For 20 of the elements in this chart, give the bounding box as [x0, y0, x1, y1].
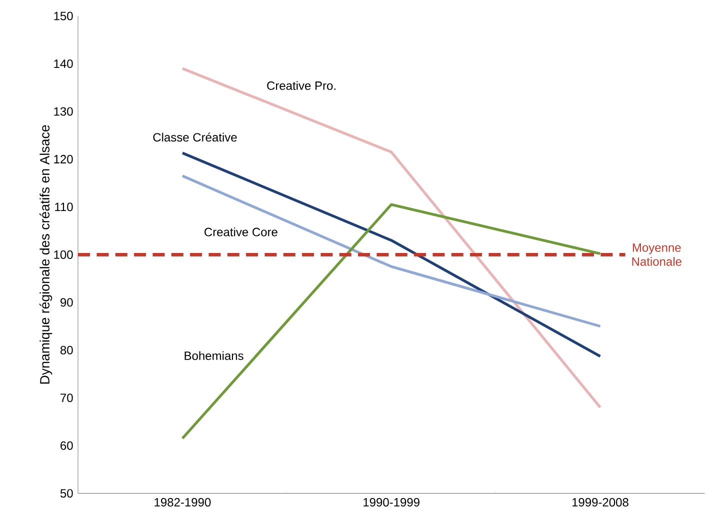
x-tick-label: 1999-2008 [572, 498, 628, 507]
y-tick-label: 90 [60, 298, 73, 307]
series-label: Bohemians [184, 351, 244, 360]
y-tick-label: 60 [60, 441, 73, 450]
series-label: Classe Créative [153, 132, 237, 142]
y-axis-title: Dynamique régionale des créatifs en Alsace [40, 125, 52, 384]
ref-line-label: Moyenne Nationale [632, 243, 682, 266]
y-tick-label: 110 [55, 202, 73, 212]
y-tick-label: 150 [54, 12, 73, 20]
y-tick-label: 80 [60, 346, 73, 354]
y-tick-label: 70 [60, 394, 73, 402]
series-label: Creative Core [204, 227, 278, 236]
x-tick-label: 1990-1999 [364, 498, 420, 507]
y-tick-label: 50 [60, 489, 73, 498]
series-label: Creative Pro. [267, 81, 336, 90]
y-tick-label: 140 [54, 59, 73, 68]
y-tick-label: 100 [54, 250, 73, 259]
x-tick-label: 1982-1990 [154, 498, 211, 507]
y-tick-label: 130 [54, 107, 73, 116]
y-tick-label: 120 [54, 154, 73, 164]
